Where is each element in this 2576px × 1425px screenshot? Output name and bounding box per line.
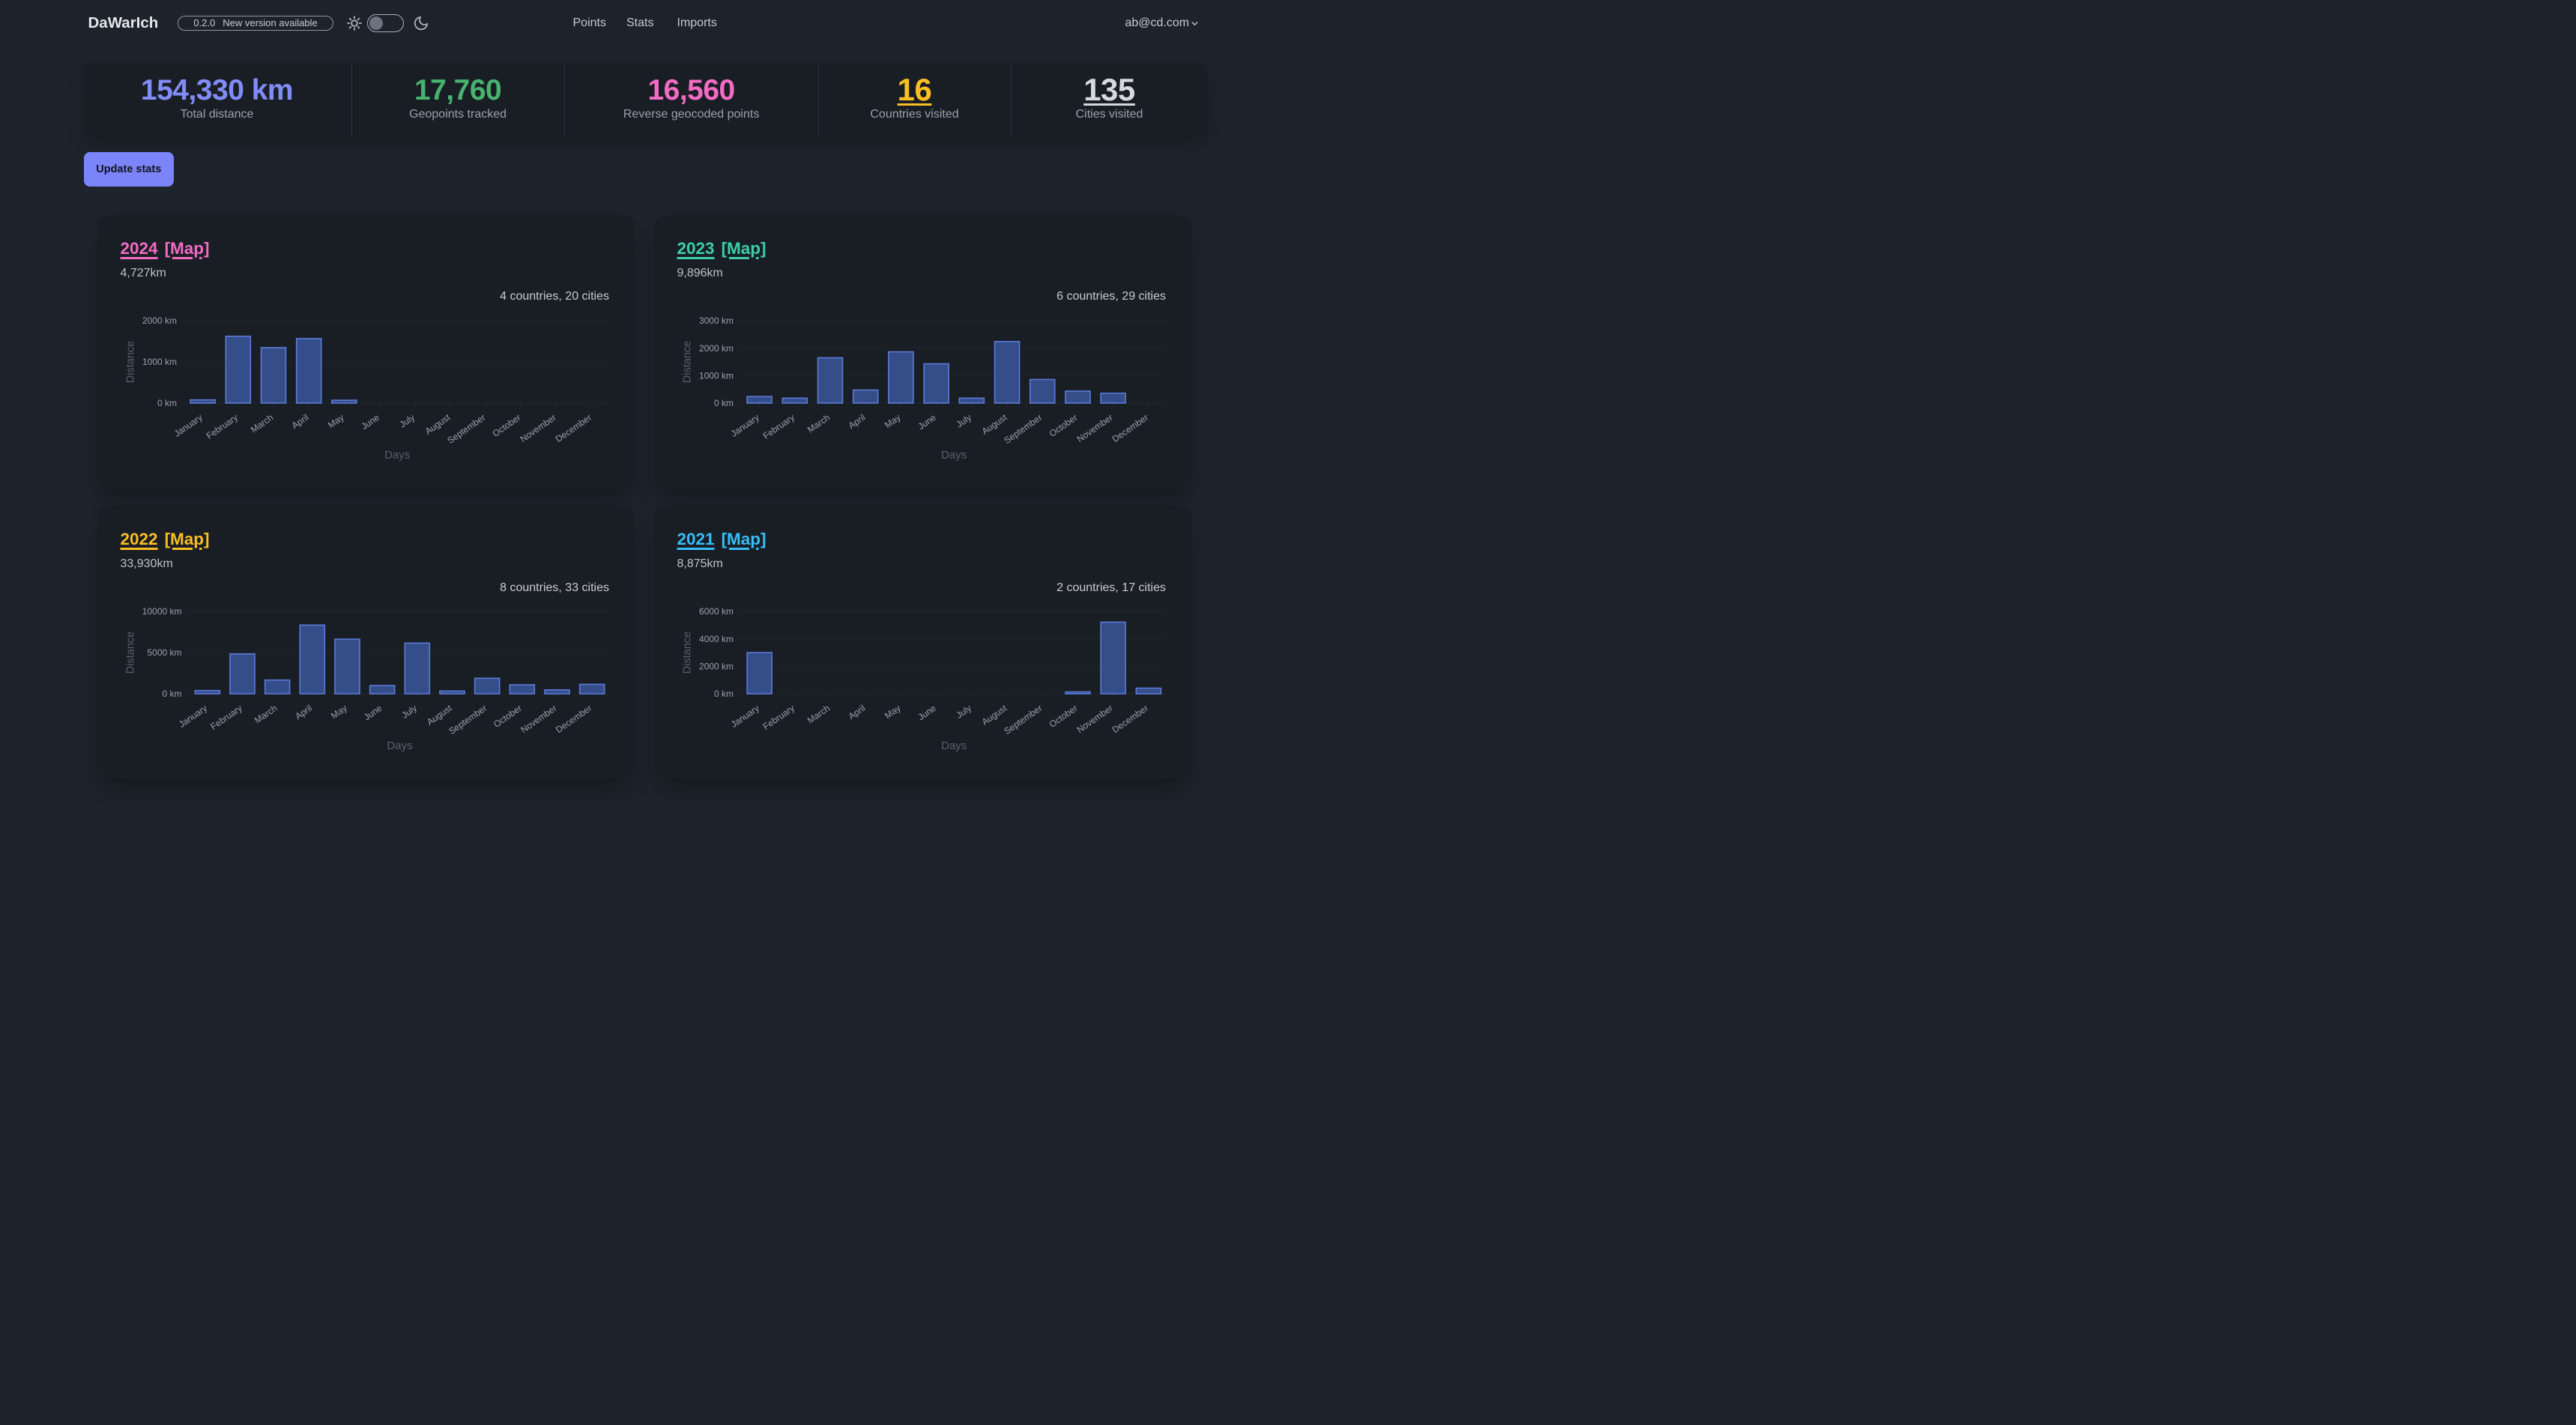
svg-text:June: June (359, 411, 381, 432)
svg-text:0 km: 0 km (713, 689, 733, 699)
svg-text:November: November (1074, 703, 1114, 735)
svg-text:August: August (425, 703, 454, 727)
svg-text:March: March (248, 411, 274, 435)
svg-text:July: July (954, 411, 973, 429)
svg-text:December: December (1110, 411, 1149, 444)
svg-text:September: September (447, 703, 489, 736)
svg-text:July: July (397, 411, 417, 429)
svg-text:September: September (445, 411, 487, 445)
svg-text:October: October (490, 411, 522, 438)
svg-text:August: August (979, 411, 1009, 436)
svg-text:5000 km: 5000 km (147, 647, 181, 658)
svg-text:April: April (293, 703, 314, 721)
svg-text:Days: Days (384, 449, 410, 462)
svg-text:February: February (208, 703, 244, 732)
svg-text:June: June (916, 411, 938, 432)
svg-text:2000 km: 2000 km (698, 342, 733, 353)
svg-text:1000 km: 1000 km (142, 357, 176, 367)
svg-text:May: May (326, 411, 346, 429)
svg-text:2000 km: 2000 km (698, 662, 733, 672)
svg-text:January: January (172, 411, 204, 438)
svg-text:May: May (329, 703, 349, 721)
svg-text:Distance: Distance (681, 632, 693, 674)
svg-text:November: November (518, 703, 558, 735)
svg-text:September: September (1002, 703, 1044, 736)
svg-text:March: March (805, 411, 831, 435)
svg-text:2000 km: 2000 km (142, 315, 176, 326)
svg-text:0 km: 0 km (162, 689, 181, 699)
svg-text:February: February (761, 703, 796, 732)
svg-text:October: October (1047, 703, 1079, 730)
svg-text:May: May (883, 411, 903, 429)
svg-text:3000 km: 3000 km (698, 315, 733, 326)
svg-text:January: January (177, 703, 209, 730)
svg-text:January: January (728, 411, 761, 438)
svg-text:December: December (554, 703, 593, 735)
svg-text:August: August (979, 703, 1009, 727)
svg-text:July: July (954, 703, 973, 721)
svg-text:August: August (423, 411, 452, 436)
svg-text:May: May (883, 703, 903, 721)
svg-text:February: February (204, 411, 239, 441)
svg-text:October: October (1047, 411, 1079, 438)
svg-text:April: April (846, 703, 867, 721)
svg-text:July: July (399, 703, 419, 721)
svg-text:June: June (362, 703, 384, 723)
svg-text:4000 km: 4000 km (698, 634, 733, 644)
svg-text:Distance: Distance (681, 340, 693, 382)
svg-text:February: February (761, 411, 796, 441)
svg-text:March: March (253, 703, 279, 726)
svg-text:10000 km: 10000 km (142, 606, 181, 617)
svg-text:April: April (846, 411, 867, 430)
svg-text:1000 km: 1000 km (698, 370, 733, 381)
svg-text:December: December (1110, 703, 1149, 735)
svg-text:Days: Days (941, 449, 967, 462)
svg-text:April: April (289, 411, 310, 430)
svg-text:September: September (1002, 411, 1044, 445)
svg-text:November: November (1074, 411, 1114, 444)
svg-text:6000 km: 6000 km (698, 606, 733, 617)
svg-text:January: January (728, 703, 761, 730)
svg-text:November: November (518, 411, 557, 444)
svg-text:Distance: Distance (124, 340, 136, 382)
svg-text:March: March (805, 703, 831, 726)
svg-text:June: June (916, 703, 938, 723)
svg-text:Distance: Distance (124, 632, 136, 674)
svg-text:Days: Days (387, 739, 412, 752)
svg-text:0 km: 0 km (157, 398, 176, 408)
svg-text:0 km: 0 km (713, 398, 733, 408)
svg-text:December: December (553, 411, 593, 444)
svg-text:Days: Days (941, 739, 967, 752)
